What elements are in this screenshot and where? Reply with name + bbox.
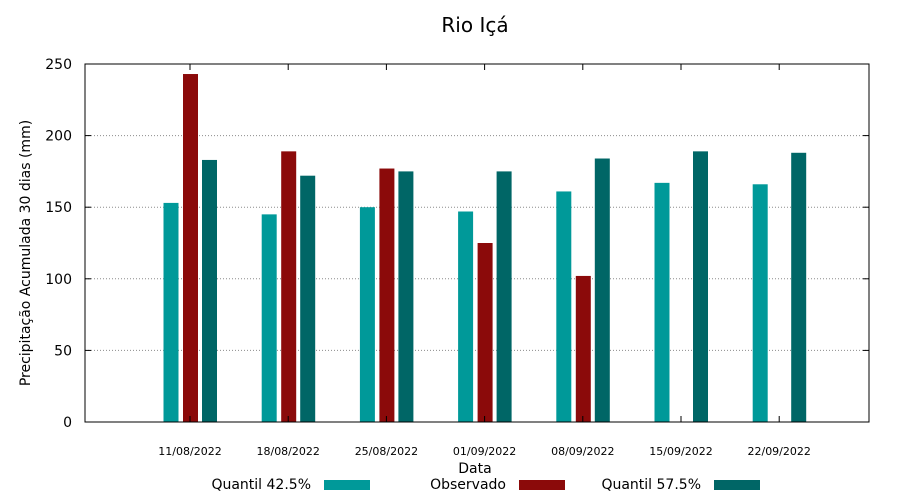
bar <box>281 151 297 423</box>
bar <box>458 211 474 422</box>
bar <box>791 152 807 422</box>
legend-swatch <box>714 480 760 490</box>
bar <box>575 275 591 422</box>
bar <box>752 184 768 422</box>
y-tick-label: 100 <box>45 272 72 288</box>
bar <box>163 202 179 422</box>
bar <box>379 168 395 422</box>
bar <box>693 151 708 423</box>
y-axis: 0 50 100 150 200 250 <box>45 57 869 431</box>
bar <box>183 74 198 423</box>
bar <box>594 158 610 422</box>
x-tick-label: 11/08/2022 <box>158 445 221 458</box>
x-tick-label: 18/08/2022 <box>256 445 319 458</box>
plot-frame <box>84 63 870 423</box>
legend-swatch <box>324 480 370 490</box>
legend: Quantil 42.5% Observado Quantil 57.5% <box>211 477 760 493</box>
legend-label: Quantil 57.5% <box>601 477 701 493</box>
y-axis-label: Precipitação Acumulada 30 dias (mm) <box>18 120 34 386</box>
x-tick-label: 25/08/2022 <box>355 445 418 458</box>
bar <box>477 243 493 422</box>
bar <box>359 207 375 422</box>
y-tick-label: 50 <box>54 343 72 359</box>
x-axis-label: Data <box>458 461 491 477</box>
legend-label: Observado <box>430 477 506 493</box>
bar <box>398 171 414 422</box>
bar <box>654 182 670 422</box>
bar <box>496 171 512 422</box>
bar <box>261 214 277 422</box>
legend-label: Quantil 42.5% <box>211 477 311 493</box>
x-axis: 11/08/2022 18/08/2022 25/08/2022 01/09/2022… <box>158 64 811 458</box>
x-tick-label: 08/09/2022 <box>551 445 614 458</box>
chart-title: Rio Içá <box>441 13 508 37</box>
y-tick-label: 0 <box>63 415 72 431</box>
legend-swatch <box>519 480 565 490</box>
y-tick-label: 150 <box>45 200 72 216</box>
y-tick-label: 200 <box>45 129 72 145</box>
x-tick-label: 15/09/2022 <box>649 445 712 458</box>
bars-layer <box>163 74 807 423</box>
bar <box>556 191 572 422</box>
bar <box>300 175 316 422</box>
y-tick-label: 250 <box>45 57 72 73</box>
bar <box>202 159 217 422</box>
x-tick-label: 01/09/2022 <box>453 445 516 458</box>
x-tick-label: 22/09/2022 <box>747 445 810 458</box>
